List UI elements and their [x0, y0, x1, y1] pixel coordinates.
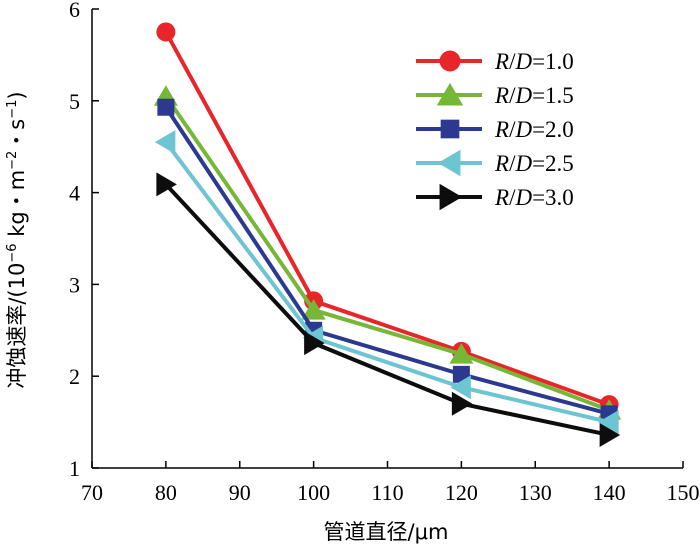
series-point [599, 422, 621, 447]
series-point [598, 410, 619, 435]
legend-label: R/D=3.0 [494, 185, 574, 210]
legend-item: R/D=1.0 [416, 49, 574, 74]
series-line [164, 95, 610, 413]
series-point [156, 22, 176, 42]
legend-item: R/D=1.5 [416, 82, 574, 108]
x-axis-title: 管道直径/μm [324, 520, 449, 544]
series-line [164, 182, 610, 437]
series-line [164, 140, 610, 425]
x-tick-label: 110 [371, 480, 403, 505]
y-axis-title: 冲蚀速率/(10−6 kg・m−2・s−1) [5, 91, 29, 388]
legend-label: R/D=2.0 [494, 117, 574, 142]
y-tick-label: 2 [69, 364, 80, 389]
series-point [157, 98, 175, 116]
legend-marker [439, 50, 461, 72]
x-tick-label: 150 [667, 480, 700, 505]
x-tick-label: 90 [229, 480, 251, 505]
series-point [449, 343, 474, 364]
legend-label: R/D=1.0 [494, 49, 574, 74]
series-point [451, 391, 473, 416]
legend-marker [440, 119, 460, 139]
legend-item: R/D=2.5 [416, 149, 574, 177]
legend-marker [437, 149, 461, 177]
series-point [450, 375, 471, 400]
legend-item: R/D=2.0 [416, 117, 574, 142]
y-tick-label: 1 [69, 456, 80, 481]
series-point [156, 172, 177, 197]
x-tick-label: 130 [519, 480, 552, 505]
series-point [154, 130, 176, 155]
y-tick-label: 3 [69, 272, 80, 297]
x-tick-label: 80 [155, 480, 177, 505]
series-line [164, 106, 610, 416]
axes-layer: 70 80 90 100 110 120 130 140 150 1 2 3 4 5 6 [69, 0, 700, 505]
series-5 [156, 172, 621, 447]
series-point [301, 299, 326, 320]
y-tick-label: 6 [69, 0, 80, 22]
legend-label: R/D=1.5 [494, 83, 574, 108]
series-point [304, 331, 325, 356]
series-line [164, 30, 610, 407]
legend-marker [436, 82, 464, 106]
legend-label: R/D=2.5 [494, 151, 574, 176]
series-4 [154, 130, 619, 435]
x-tick-label: 120 [445, 480, 478, 505]
y-tick-label: 5 [69, 89, 80, 114]
series-layer [153, 22, 622, 447]
legend-marker [439, 183, 463, 211]
x-tick-label: 140 [593, 480, 626, 505]
legend: R/D=1.0 R/D=1.5 R/D=2.0 R/D=2.5 R/D=3.0 [416, 49, 574, 211]
legend-item: R/D=3.0 [416, 183, 574, 211]
x-tick-label: 70 [81, 480, 103, 505]
x-tick-label: 100 [297, 480, 330, 505]
y-tick-label: 4 [69, 181, 80, 206]
